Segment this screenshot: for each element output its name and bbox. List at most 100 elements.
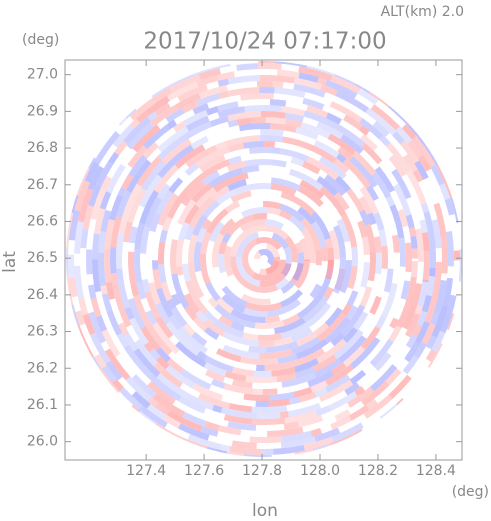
echo-cell bbox=[334, 175, 351, 193]
echo-cell bbox=[388, 155, 407, 178]
echo-cell bbox=[300, 122, 331, 139]
echo-cell bbox=[297, 414, 324, 428]
echo-cell bbox=[265, 315, 281, 323]
echo-cell bbox=[175, 341, 207, 368]
echo-cell bbox=[331, 362, 347, 376]
echo-cell bbox=[92, 259, 102, 293]
echo-cell bbox=[383, 268, 394, 293]
echo-cell bbox=[99, 191, 112, 210]
echo-cell bbox=[329, 101, 363, 123]
echo-cell bbox=[296, 301, 317, 320]
echo-cell bbox=[279, 203, 306, 223]
echo-cell bbox=[336, 124, 366, 148]
echo-cell bbox=[333, 224, 346, 258]
echo-cell bbox=[348, 404, 370, 421]
echo-cell bbox=[156, 287, 174, 318]
echo-cell bbox=[343, 114, 363, 131]
echo-cell bbox=[182, 109, 209, 127]
echo-cell bbox=[298, 72, 319, 83]
x-unit: (deg) bbox=[452, 484, 489, 500]
echo-cell bbox=[310, 221, 327, 248]
echo-cell bbox=[279, 148, 309, 162]
echo-cell bbox=[360, 133, 378, 151]
echo-cell bbox=[77, 188, 94, 223]
x-tick-label: 127.4 bbox=[126, 463, 166, 479]
echo-cell bbox=[333, 158, 350, 174]
echo-cell bbox=[160, 281, 173, 302]
echo-cell bbox=[320, 84, 338, 96]
echo-cell bbox=[147, 396, 159, 408]
echo-cell bbox=[431, 219, 442, 249]
echo-cell bbox=[421, 232, 430, 252]
echo-cell bbox=[441, 248, 448, 274]
echo-cell bbox=[267, 207, 282, 216]
echo-cell bbox=[192, 316, 208, 332]
echo-cell bbox=[280, 191, 316, 216]
echo-cell bbox=[272, 81, 284, 89]
echo-cell bbox=[405, 214, 415, 229]
echo-cell bbox=[313, 139, 340, 159]
echo-cell bbox=[123, 116, 152, 145]
echo-cell bbox=[291, 336, 321, 355]
echo-cell bbox=[216, 188, 237, 205]
echo-cell bbox=[136, 282, 147, 300]
echo-cell bbox=[425, 349, 437, 362]
echo-cell bbox=[87, 165, 104, 191]
echo-cell bbox=[444, 198, 455, 216]
echo-cell bbox=[440, 237, 448, 249]
echo-cell bbox=[363, 394, 393, 419]
echo-cell bbox=[216, 297, 234, 314]
echo-cell bbox=[172, 121, 186, 133]
echo-cell bbox=[118, 214, 129, 234]
echo-cell bbox=[121, 174, 134, 190]
echo-cell bbox=[140, 160, 167, 192]
echo-cell bbox=[188, 345, 201, 356]
echo-cell bbox=[90, 297, 102, 318]
echo-cell bbox=[354, 385, 366, 397]
echo-cell bbox=[339, 260, 352, 294]
echo-cell bbox=[325, 364, 355, 386]
echo-cell bbox=[270, 123, 297, 133]
echo-cell bbox=[334, 409, 351, 422]
echo-cell bbox=[388, 325, 402, 343]
echo-cell bbox=[179, 368, 212, 390]
echo-cell bbox=[332, 256, 347, 294]
echo-cell bbox=[289, 168, 324, 191]
echo-cell bbox=[116, 190, 132, 218]
echo-cell bbox=[309, 283, 322, 299]
echo-cell bbox=[294, 366, 316, 379]
echo-cell bbox=[74, 180, 91, 212]
y-tick-label: 26.4 bbox=[27, 287, 58, 303]
echo-cell bbox=[155, 302, 171, 325]
echo-cell bbox=[241, 207, 269, 218]
echo-cell bbox=[430, 164, 445, 186]
echo-cell bbox=[259, 263, 292, 287]
echo-cell bbox=[303, 110, 340, 130]
echo-cell bbox=[218, 91, 229, 99]
echo-cell bbox=[127, 145, 148, 168]
echo-cell bbox=[192, 214, 208, 236]
echo-cell bbox=[231, 379, 253, 389]
echo-cell bbox=[198, 68, 221, 80]
echo-cell bbox=[165, 365, 196, 389]
echo-cell bbox=[263, 200, 282, 210]
echo-cell bbox=[171, 273, 190, 309]
echo-cell bbox=[214, 319, 245, 339]
echo-cell bbox=[281, 246, 292, 277]
echo-cell bbox=[171, 293, 181, 306]
echo-cell bbox=[257, 248, 275, 266]
echo-cell bbox=[88, 311, 106, 344]
echo-cell bbox=[158, 241, 166, 265]
echo-cell bbox=[323, 286, 334, 299]
echo-cell bbox=[191, 182, 213, 203]
echo-cell bbox=[112, 124, 134, 148]
echo-cell bbox=[110, 273, 124, 308]
echo-cell bbox=[152, 322, 180, 355]
echo-cell bbox=[361, 236, 370, 256]
echo-cell bbox=[188, 233, 198, 263]
echo-cell bbox=[259, 135, 284, 143]
echo-cell bbox=[224, 370, 247, 382]
echo-cell bbox=[274, 336, 293, 347]
echo-cell bbox=[176, 144, 194, 160]
echo-cell bbox=[271, 232, 290, 250]
